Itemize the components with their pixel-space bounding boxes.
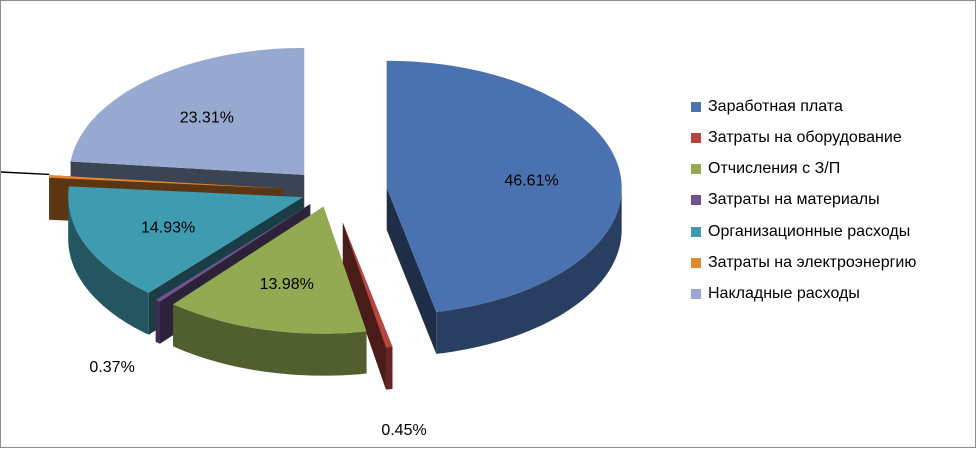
slice-cut-face xyxy=(386,187,437,354)
legend-item: Накладные расходы xyxy=(691,285,971,304)
legend-label: Затраты на оборудование xyxy=(708,128,902,146)
pie-slice xyxy=(342,222,393,348)
legend-swatch xyxy=(691,164,701,175)
data-label: 46.61% xyxy=(504,172,558,189)
legend-swatch xyxy=(691,289,701,300)
legend-label: Организационные расходы xyxy=(708,222,911,240)
legend-item: Затраты на оборудование xyxy=(691,128,971,147)
legend-item: Отчисления с З/П xyxy=(691,160,971,179)
legend-swatch xyxy=(691,195,701,206)
legend-label: Заработная плата xyxy=(708,97,843,115)
pie-labels: 46.61%0.45%13.98%0.37%14.93%0.34%23.31% xyxy=(1,109,559,439)
legend-label: Затраты на электроэнергию xyxy=(708,253,917,271)
pie-slice xyxy=(173,206,367,334)
data-label: 23.31% xyxy=(180,109,234,126)
pie-slice xyxy=(386,60,622,312)
legend-item: Затраты на материалы xyxy=(691,191,971,210)
legend-swatch xyxy=(691,226,701,237)
legend-item: Затраты на электроэнергию xyxy=(691,253,971,272)
pie-slice xyxy=(155,204,311,302)
pie-tops xyxy=(49,47,622,348)
slice-side-wall xyxy=(436,187,622,354)
slice-side-wall xyxy=(68,197,149,335)
pie-slice xyxy=(49,175,284,189)
legend-item: Заработная плата xyxy=(691,97,971,116)
legend-item: Организационные расходы xyxy=(691,222,971,241)
slice-side-wall xyxy=(385,346,393,390)
legend-swatch xyxy=(691,132,701,143)
data-label: 13.98% xyxy=(260,276,314,293)
legend-label: Отчисления с З/П xyxy=(708,160,841,178)
slice-side-wall xyxy=(173,304,367,376)
legend-label: Накладные расходы xyxy=(708,285,860,303)
legend-swatch xyxy=(691,101,701,112)
legend-swatch xyxy=(691,257,701,268)
data-label: 14.93% xyxy=(141,220,195,237)
pie-slice xyxy=(68,186,304,293)
data-label: 0.45% xyxy=(381,422,426,439)
pie-slice xyxy=(70,47,305,175)
leader-line xyxy=(1,171,50,176)
legend: Заработная плата Затраты на оборудование… xyxy=(691,97,971,316)
slice-side-wall xyxy=(155,299,160,344)
legend-label: Затраты на материалы xyxy=(708,191,880,209)
slice-cut-face xyxy=(342,222,386,390)
data-label: 0.37% xyxy=(89,359,134,376)
